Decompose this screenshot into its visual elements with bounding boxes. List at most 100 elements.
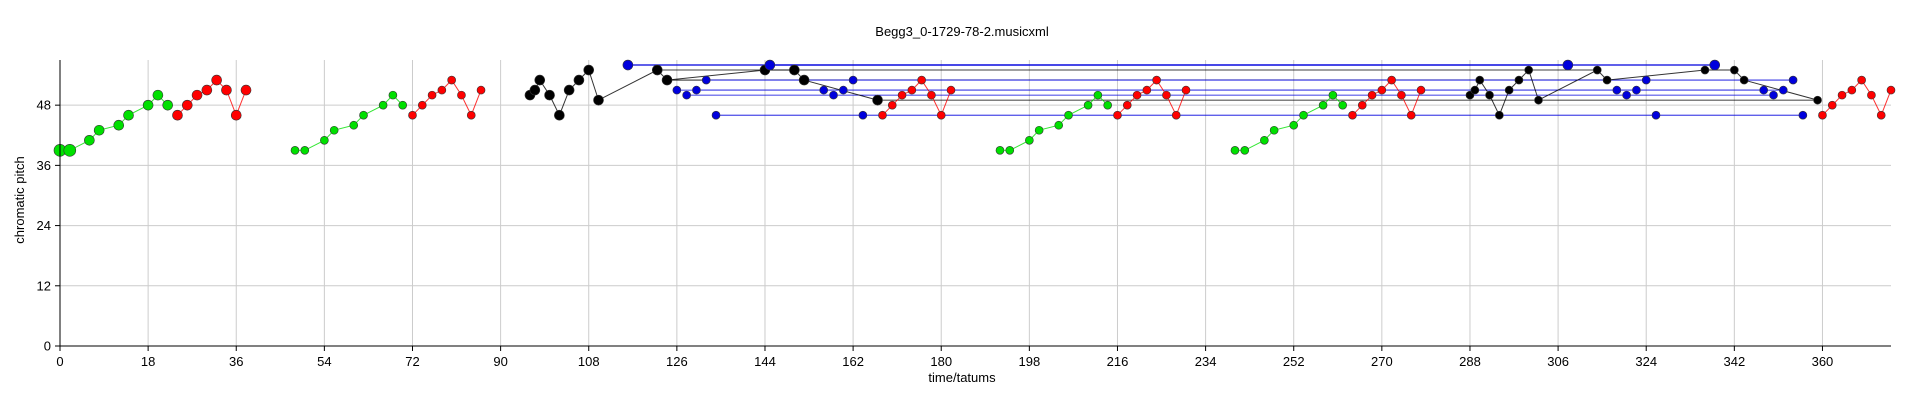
data-point: [1328, 90, 1338, 100]
data-point: [1103, 100, 1112, 110]
data-point: [181, 99, 193, 111]
data-point: [1397, 90, 1406, 100]
data-point: [113, 119, 125, 131]
data-point: [1083, 100, 1093, 110]
data-point: [398, 100, 408, 110]
data-point: [1367, 90, 1377, 100]
data-point: [359, 110, 368, 120]
data-point: [1171, 110, 1181, 120]
x-tick-label: 18: [141, 354, 155, 369]
data-point: [711, 110, 721, 120]
data-point: [211, 74, 222, 86]
data-point: [437, 85, 447, 95]
data-point: [152, 89, 164, 101]
data-point: [583, 64, 595, 76]
data-point: [84, 134, 95, 146]
series-line: [1117, 79, 1187, 117]
data-point: [142, 99, 154, 111]
series-3: [622, 59, 1808, 120]
data-point: [1504, 85, 1514, 95]
y-tick-label: 0: [44, 339, 51, 354]
x-tick-label: 36: [229, 354, 243, 369]
x-tick-label: 252: [1283, 354, 1305, 369]
data-point: [764, 59, 776, 71]
data-point: [1132, 90, 1142, 100]
x-axis-label: time/tatums: [928, 370, 996, 385]
data-point: [349, 120, 359, 130]
data-point: [1338, 100, 1347, 110]
data-point: [378, 100, 388, 110]
data-point: [1641, 75, 1651, 85]
data-point: [1269, 125, 1279, 135]
data-point: [573, 74, 585, 86]
data-point: [93, 124, 105, 136]
data-point: [1651, 110, 1661, 120]
data-point: [1230, 146, 1240, 155]
data-point: [544, 89, 555, 101]
data-point: [408, 110, 417, 120]
data-point: [872, 94, 883, 106]
data-point: [1730, 65, 1739, 75]
data-point: [1837, 90, 1847, 100]
x-tick-label: 216: [1107, 354, 1129, 369]
x-tick-label: 342: [1723, 354, 1745, 369]
x-tick-label: 234: [1195, 354, 1217, 369]
data-point: [1240, 146, 1250, 155]
data-point: [427, 90, 437, 100]
data-point: [917, 75, 926, 85]
data-point: [661, 74, 673, 86]
data-point: [1475, 75, 1485, 85]
data-point: [1005, 146, 1015, 155]
data-point: [701, 75, 711, 85]
data-point: [1886, 85, 1896, 95]
data-point: [1827, 100, 1837, 110]
data-point: [201, 84, 213, 96]
data-point: [563, 84, 575, 96]
data-point: [1122, 100, 1132, 110]
data-point: [1632, 85, 1641, 95]
data-point: [1514, 75, 1524, 85]
data-point: [1260, 135, 1269, 145]
data-point: [927, 90, 936, 100]
data-point: [417, 100, 427, 110]
data-point: [1788, 75, 1798, 85]
data-point: [1769, 90, 1778, 100]
series-line: [1822, 79, 1892, 117]
data-point: [798, 74, 810, 86]
data-point: [1142, 85, 1152, 95]
data-point: [1485, 90, 1494, 100]
data-point: [1562, 59, 1574, 71]
data-point: [1025, 135, 1034, 145]
data-point: [457, 90, 466, 100]
series-2: [524, 64, 1822, 121]
y-tick-label: 36: [37, 158, 51, 173]
data-point: [1034, 125, 1044, 135]
data-point: [1357, 100, 1367, 110]
data-point: [848, 75, 858, 85]
data-point: [1847, 85, 1857, 95]
x-tick-label: 198: [1019, 354, 1041, 369]
data-point: [1318, 100, 1328, 110]
data-point: [63, 144, 77, 157]
data-point: [946, 85, 956, 95]
data-point: [1470, 85, 1480, 95]
x-tick-label: 72: [405, 354, 419, 369]
data-point: [123, 109, 134, 121]
data-point: [1622, 90, 1631, 100]
data-point: [907, 85, 917, 95]
data-point: [329, 125, 339, 135]
data-point: [1876, 110, 1886, 120]
sustained-note-lines: [627, 64, 1818, 116]
data-point: [1299, 110, 1308, 120]
data-point: [1495, 110, 1504, 120]
data-point: [1612, 85, 1622, 95]
y-axis-label: chromatic pitch: [12, 156, 27, 243]
data-point: [1181, 85, 1191, 95]
data-point: [839, 85, 848, 95]
data-point: [622, 59, 634, 71]
x-tick-label: 162: [842, 354, 864, 369]
data-point: [1054, 120, 1064, 130]
data-point: [1759, 85, 1769, 95]
data-point: [162, 99, 174, 111]
data-point: [1387, 75, 1396, 85]
